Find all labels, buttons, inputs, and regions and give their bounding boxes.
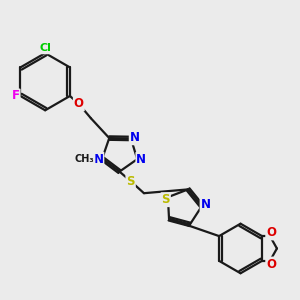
Text: N: N [93,153,103,166]
Text: CH₃: CH₃ [75,154,94,164]
Text: F: F [12,89,20,103]
Text: S: S [161,193,170,206]
Text: O: O [266,226,276,239]
Text: N: N [136,153,146,166]
Text: S: S [126,175,135,188]
Text: N: N [130,131,140,144]
Text: N: N [201,198,211,211]
Text: O: O [266,257,276,271]
Text: O: O [74,98,84,110]
Text: Cl: Cl [39,43,51,53]
